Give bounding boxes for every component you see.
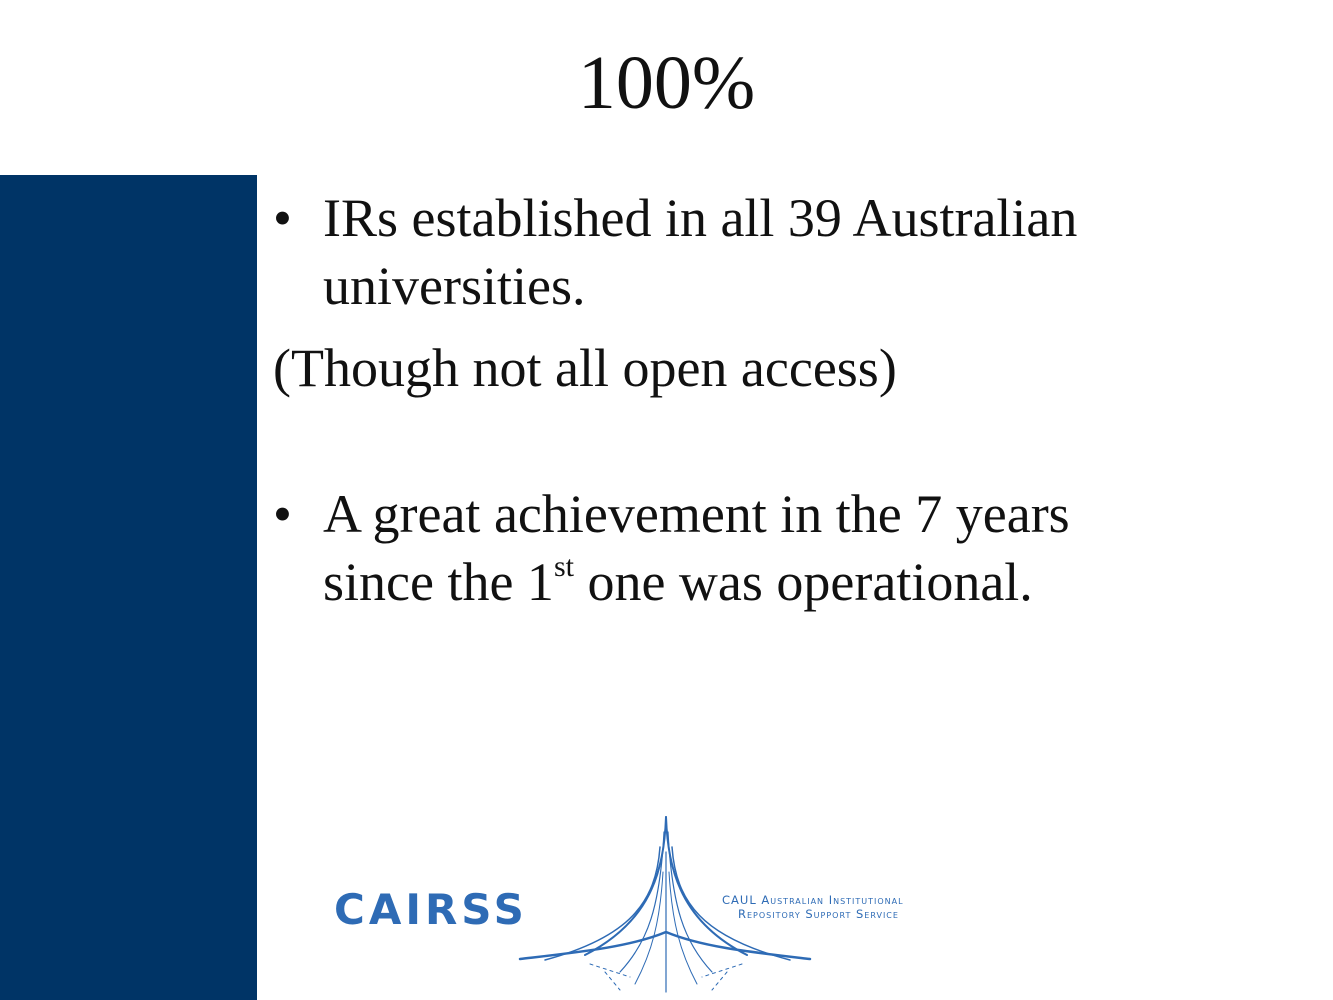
text-run: since the 1	[323, 552, 554, 612]
ordinal-superscript: st	[553, 550, 574, 583]
bullet-marker: •	[273, 484, 292, 544]
cairss-logo: CAIRSS CAUL Australian Institutional Rep…	[334, 816, 904, 993]
slide-title: 100%	[577, 41, 756, 125]
bullet-text-line: universities.	[323, 256, 586, 316]
side-accent-bar	[0, 175, 257, 1000]
logo-emblem	[518, 816, 812, 993]
logo-subtitle-line1: CAUL Australian Institutional	[722, 893, 904, 907]
bullet-item: • A great achievement in the 7 years sin…	[273, 480, 1273, 616]
bullet-text-line: A great achievement in the 7 years	[323, 484, 1070, 544]
bullet-text-line: since the 1st one was operational.	[323, 548, 1273, 616]
slide-body: • IRs established in all 39 Australian u…	[273, 184, 1273, 616]
note-text: (Though not all open access)	[273, 338, 897, 398]
text-run: one was operational.	[573, 552, 1033, 612]
bullet-marker: •	[273, 188, 292, 248]
logo-subtitle-line2: Repository Support Service	[738, 907, 899, 921]
bullet-item: • IRs established in all 39 Australian u…	[273, 184, 1273, 320]
bullet-text-line: IRs established in all 39 Australian	[323, 188, 1078, 248]
logo-wordmark: CAIRSS	[334, 885, 528, 934]
